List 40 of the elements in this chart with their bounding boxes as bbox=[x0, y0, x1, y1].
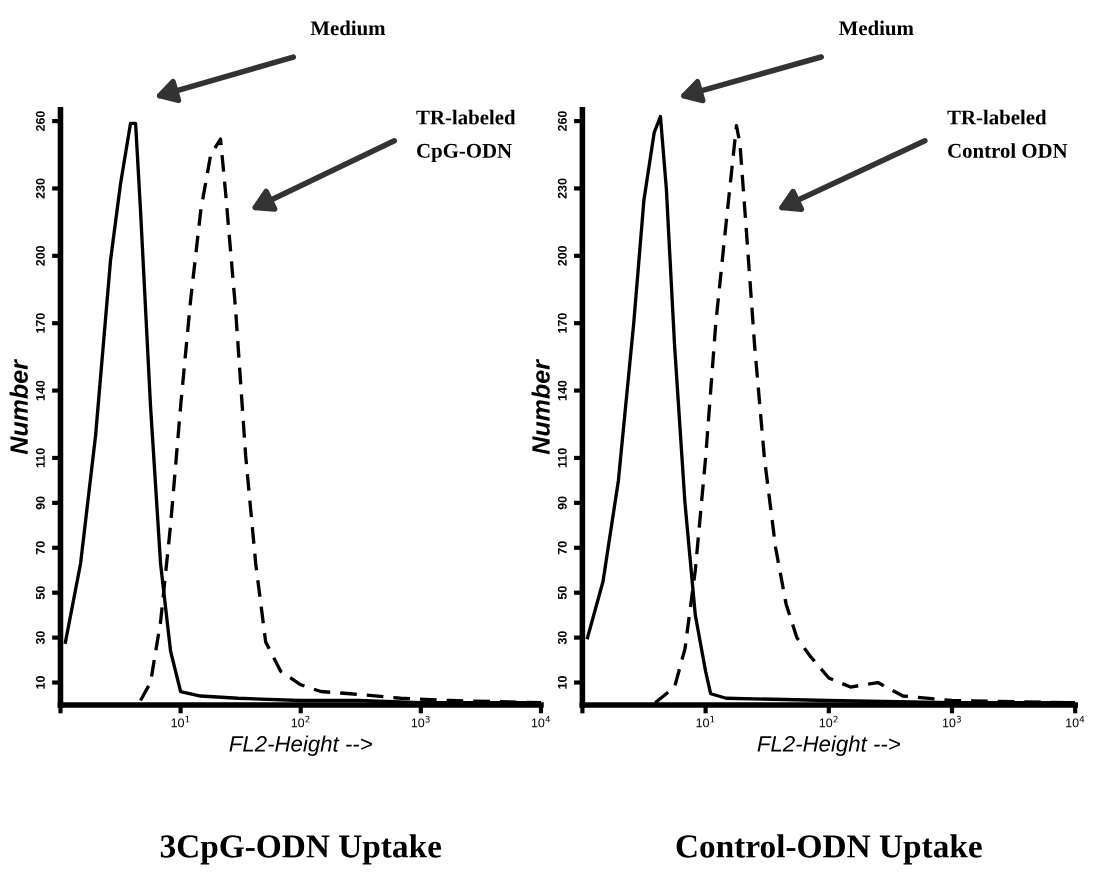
y-tick-label: 200 bbox=[557, 245, 567, 266]
x-tick-label: 10$^{4}$ bbox=[1066, 715, 1085, 728]
y-tick-label: 10 bbox=[557, 676, 567, 689]
y-tick-label: 70 bbox=[557, 541, 567, 555]
y-tick-label: 110 bbox=[557, 448, 567, 468]
y-tick-label: 230 bbox=[557, 178, 567, 199]
y-tick-label: 110 bbox=[35, 448, 45, 468]
y-tick-label: 200 bbox=[35, 245, 45, 266]
x-tick-label: 10$^{1}$ bbox=[696, 715, 715, 728]
text: Control-ODN Uptake bbox=[676, 834, 982, 865]
y-tick-label: 260 bbox=[557, 111, 567, 132]
y-tick-label: 10 bbox=[35, 676, 45, 689]
y-tick-label: 30 bbox=[557, 631, 567, 645]
y-tick-label: 170 bbox=[35, 313, 45, 333]
annotation: TR-labeled CpG-ODN bbox=[416, 109, 516, 163]
text: Medium bbox=[839, 20, 914, 36]
x-tick-label: 10$^{3}$ bbox=[942, 715, 961, 728]
y-tick-label: 50 bbox=[557, 586, 567, 600]
annotation: TR-labeled Control ODN bbox=[947, 109, 1068, 158]
y-tick-label: 90 bbox=[35, 496, 45, 510]
x-axis-title: FL2-Height --> bbox=[229, 735, 372, 757]
y-tick-label: 230 bbox=[35, 178, 45, 199]
y-tick-label: 260 bbox=[35, 111, 45, 132]
y-tick-label: 140 bbox=[557, 380, 567, 401]
text: Medium bbox=[310, 20, 386, 36]
x-axis-title: FL2-Height --> bbox=[757, 735, 900, 757]
y-tick-label: 170 bbox=[557, 313, 567, 333]
y-axis-title: Number bbox=[531, 359, 550, 455]
y-tick-label: 50 bbox=[35, 586, 45, 600]
text: 3CpG-ODN Uptake bbox=[160, 834, 442, 865]
x-tick-label: 10$^{2}$ bbox=[291, 715, 310, 728]
y-tick-label: 30 bbox=[35, 631, 45, 645]
x-tick-label: 10$^{1}$ bbox=[171, 715, 190, 728]
x-tick-label: 10$^{2}$ bbox=[819, 715, 838, 728]
y-tick-label: 70 bbox=[35, 541, 45, 555]
y-axis-title: Number bbox=[9, 359, 28, 455]
x-tick-label: 10$^{4}$ bbox=[531, 715, 551, 728]
y-tick-label: 140 bbox=[35, 380, 45, 401]
y-tick-label: 90 bbox=[557, 496, 567, 510]
x-tick-label: 10$^{3}$ bbox=[411, 715, 430, 728]
